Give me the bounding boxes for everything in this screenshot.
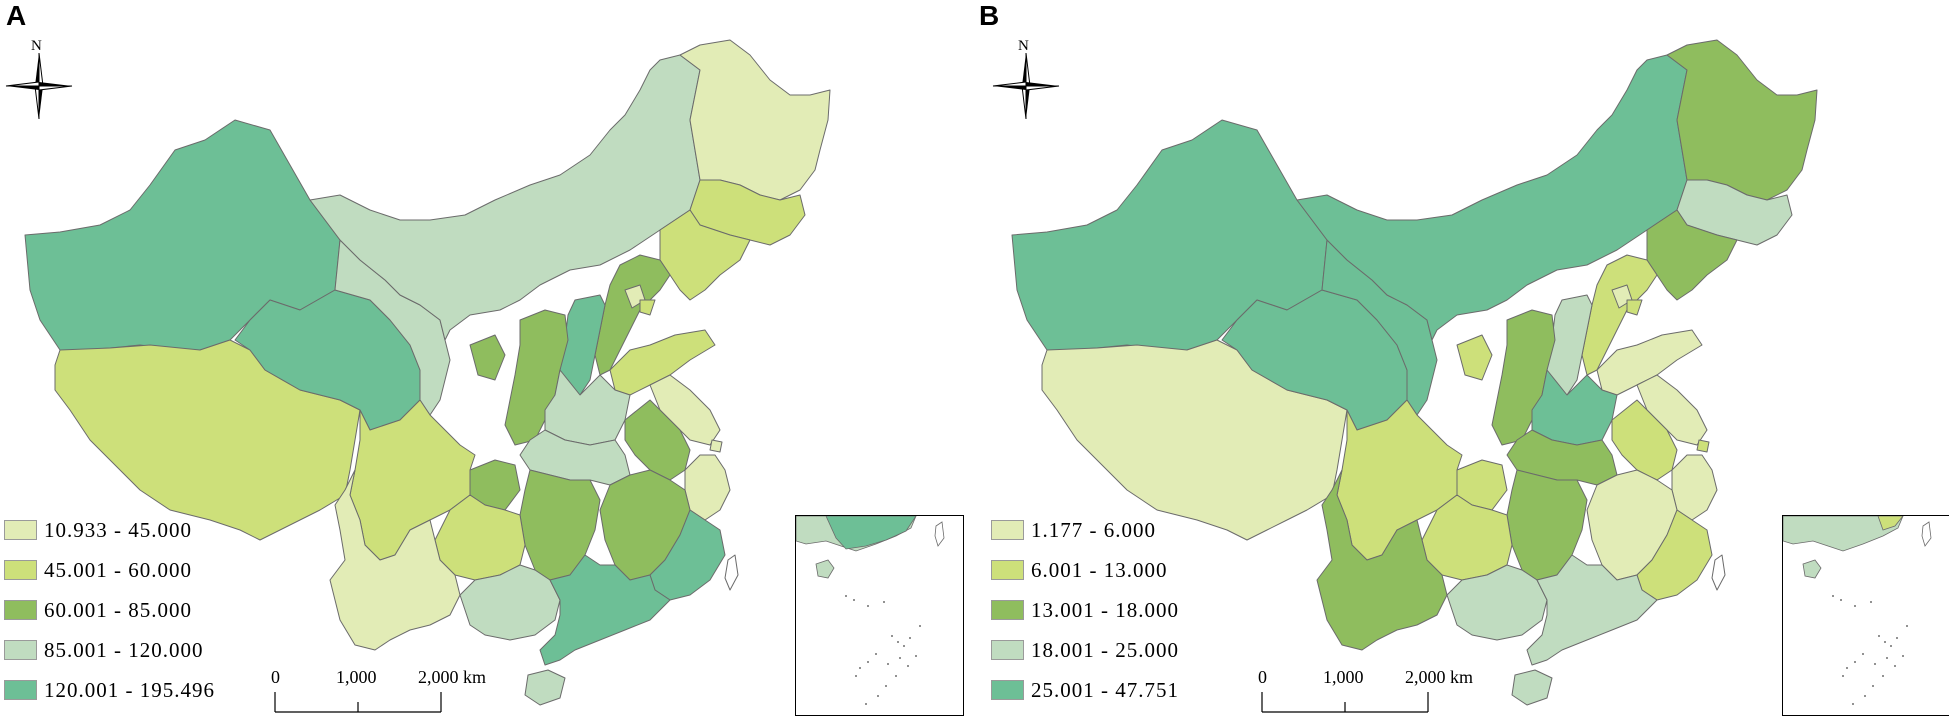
region-hainan xyxy=(524,669,566,706)
legend-swatch xyxy=(4,680,37,700)
region-ningxia xyxy=(1456,334,1493,381)
legend-swatch xyxy=(991,640,1024,660)
region-fujian xyxy=(1636,509,1713,601)
region-taiwan xyxy=(724,554,739,591)
scale-label-zero: 0 xyxy=(1258,667,1267,687)
panel-label: B xyxy=(979,0,1000,31)
region-tibet xyxy=(1041,339,1348,541)
legend-label: 13.001 - 18.000 xyxy=(1031,597,1179,622)
map-panel-b: B xyxy=(979,0,1949,719)
legend-swatch xyxy=(4,560,37,580)
region-shanghai xyxy=(709,439,723,453)
legend-swatch xyxy=(4,640,37,660)
legend-item: 1.177 - 6.000 xyxy=(991,510,1179,550)
region-shaanxi xyxy=(504,309,569,446)
legend-label: 60.001 - 85.000 xyxy=(44,597,192,622)
north-arrow-icon xyxy=(5,52,73,120)
south-china-sea-inset xyxy=(795,515,964,716)
scale-label-zero: 0 xyxy=(271,667,280,687)
legend: 10.933 - 45.000 45.001 - 60.000 60.001 -… xyxy=(4,510,215,710)
inset-map xyxy=(796,516,945,705)
legend-label: 45.001 - 60.000 xyxy=(44,557,192,582)
region-ningxia xyxy=(469,334,506,381)
region-yunnan xyxy=(1316,469,1448,651)
legend-swatch xyxy=(991,680,1024,700)
region-tibet xyxy=(54,339,361,541)
scale-label-mid: 1,000 xyxy=(336,667,377,687)
legend-item: 25.001 - 47.751 xyxy=(991,670,1179,710)
scale-bar xyxy=(1261,692,1429,713)
region-guangdong xyxy=(539,554,671,666)
legend-label: 25.001 - 47.751 xyxy=(1031,677,1179,702)
legend-label: 120.001 - 195.496 xyxy=(44,677,215,702)
panel-label: A xyxy=(6,0,27,31)
china-choropleth-map-b xyxy=(1011,39,1818,706)
region-tianjin xyxy=(639,299,656,316)
legend-item: 60.001 - 85.000 xyxy=(4,590,215,630)
region-tianjin xyxy=(1626,299,1643,316)
north-label: N xyxy=(31,38,42,54)
inset-map xyxy=(1783,516,1932,705)
legend: 1.177 - 6.000 6.001 - 13.000 13.001 - 18… xyxy=(991,510,1179,710)
scale-label-end: 2,000 km xyxy=(418,667,487,687)
legend-label: 10.933 - 45.000 xyxy=(44,517,192,542)
region-shaanxi xyxy=(1491,309,1556,446)
legend-label: 18.001 - 25.000 xyxy=(1031,637,1179,662)
north-label: N xyxy=(1018,38,1029,54)
legend-item: 18.001 - 25.000 xyxy=(991,630,1179,670)
legend-swatch xyxy=(991,600,1024,620)
region-taiwan xyxy=(1711,554,1726,591)
south-china-sea-inset xyxy=(1782,515,1949,716)
region-fujian xyxy=(649,509,726,601)
region-hainan xyxy=(1511,669,1553,706)
legend-swatch xyxy=(991,520,1024,540)
region-zhejiang xyxy=(1671,454,1718,521)
legend-item: 85.001 - 120.000 xyxy=(4,630,215,670)
north-arrow-icon xyxy=(992,52,1060,120)
legend-label: 6.001 - 13.000 xyxy=(1031,557,1168,582)
legend-item: 6.001 - 13.000 xyxy=(991,550,1179,590)
legend-swatch xyxy=(4,520,37,540)
region-yunnan xyxy=(329,469,461,651)
region-shanghai xyxy=(1696,439,1710,453)
legend-item: 13.001 - 18.000 xyxy=(991,590,1179,630)
legend-label: 1.177 - 6.000 xyxy=(1031,517,1156,542)
region-heilongjiang xyxy=(1666,39,1818,201)
legend-label: 85.001 - 120.000 xyxy=(44,637,204,662)
legend-item: 45.001 - 60.000 xyxy=(4,550,215,590)
region-zhejiang xyxy=(684,454,731,521)
legend-swatch xyxy=(4,600,37,620)
legend-item: 10.933 - 45.000 xyxy=(4,510,215,550)
region-heilongjiang xyxy=(679,39,831,201)
region-guangdong xyxy=(1526,554,1658,666)
legend-item: 120.001 - 195.496 xyxy=(4,670,215,710)
map-panel-a: A xyxy=(0,0,974,719)
scale-label-end: 2,000 km xyxy=(1405,667,1474,687)
legend-swatch xyxy=(991,560,1024,580)
scale-bar xyxy=(274,692,442,713)
china-choropleth-map-a xyxy=(24,39,831,706)
scale-label-mid: 1,000 xyxy=(1323,667,1364,687)
